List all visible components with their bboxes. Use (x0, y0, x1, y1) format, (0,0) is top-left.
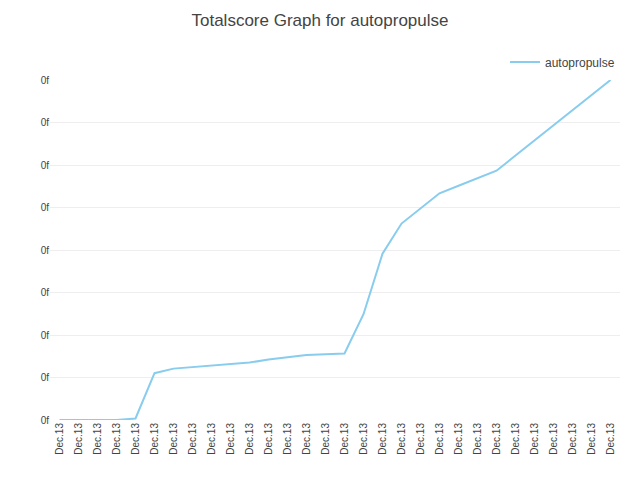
svg-text:Dec.13: Dec.13 (605, 423, 616, 455)
svg-text:0f: 0f (41, 287, 50, 298)
svg-text:Dec.13: Dec.13 (358, 423, 369, 455)
svg-text:Dec.13: Dec.13 (472, 423, 483, 455)
svg-text:Dec.13: Dec.13 (73, 423, 84, 455)
svg-text:Dec.13: Dec.13 (301, 423, 312, 455)
svg-text:Dec.13: Dec.13 (149, 423, 160, 455)
svg-text:Dec.13: Dec.13 (206, 423, 217, 455)
svg-text:Dec.13: Dec.13 (396, 423, 407, 455)
svg-text:Dec.13: Dec.13 (168, 423, 179, 455)
svg-text:Dec.13: Dec.13 (282, 423, 293, 455)
svg-text:Dec.13: Dec.13 (491, 423, 502, 455)
svg-text:0f: 0f (41, 415, 50, 426)
svg-text:Dec.13: Dec.13 (415, 423, 426, 455)
svg-text:Dec.13: Dec.13 (377, 423, 388, 455)
svg-text:Dec.13: Dec.13 (510, 423, 521, 455)
svg-text:Dec.13: Dec.13 (92, 423, 103, 455)
svg-text:Dec.13: Dec.13 (130, 423, 141, 455)
svg-text:0f: 0f (41, 330, 50, 341)
svg-text:autopropulse: autopropulse (545, 56, 615, 70)
svg-text:Dec.13: Dec.13 (187, 423, 198, 455)
svg-text:Dec.13: Dec.13 (586, 423, 597, 455)
svg-text:Dec.13: Dec.13 (225, 423, 236, 455)
svg-text:0f: 0f (41, 117, 50, 128)
svg-text:Dec.13: Dec.13 (548, 423, 559, 455)
svg-text:Dec.13: Dec.13 (263, 423, 274, 455)
svg-text:Dec.13: Dec.13 (339, 423, 350, 455)
svg-text:Dec.13: Dec.13 (111, 423, 122, 455)
svg-text:0f: 0f (41, 245, 50, 256)
svg-text:0f: 0f (41, 372, 50, 383)
svg-text:Dec.13: Dec.13 (320, 423, 331, 455)
svg-text:0f: 0f (41, 160, 50, 171)
svg-text:Dec.13: Dec.13 (529, 423, 540, 455)
svg-text:Dec.13: Dec.13 (434, 423, 445, 455)
svg-text:0f: 0f (41, 202, 50, 213)
svg-text:Totalscore Graph for autopropu: Totalscore Graph for autopropulse (191, 11, 448, 30)
svg-text:Dec.13: Dec.13 (453, 423, 464, 455)
svg-text:Dec.13: Dec.13 (54, 423, 65, 455)
svg-text:Dec.13: Dec.13 (244, 423, 255, 455)
svg-text:Dec.13: Dec.13 (567, 423, 578, 455)
svg-text:0f: 0f (41, 75, 50, 86)
